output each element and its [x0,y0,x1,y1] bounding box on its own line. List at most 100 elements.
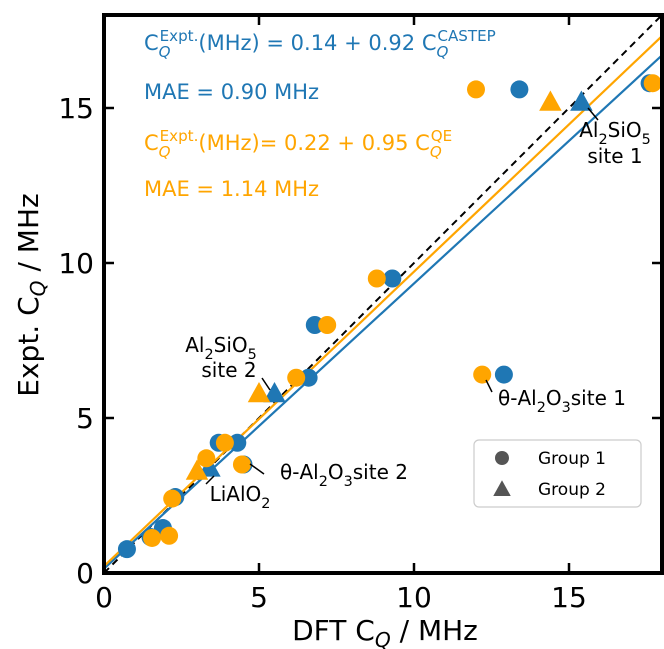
data-point [510,80,529,99]
data-point [143,528,162,547]
y-axis-title: Expt. CQ / MHz [12,193,50,396]
point-annotation: site 1 [587,144,642,168]
annotation-leader [587,107,599,121]
x-axis-title-part: / MHz [391,614,478,647]
fit-equation-part: 0.92 [368,31,415,55]
point-annotation-part: 3 [344,474,353,490]
fit-line [104,54,662,570]
fit-equation-part: + [331,131,362,155]
point-annotation: Al2SiO5 [579,118,651,148]
plot-frame [102,13,664,575]
point-annotation-part: Al [185,333,204,357]
data-point [215,433,234,452]
fit-equation-part: QE [431,127,452,145]
point-annotation-part: 5 [248,347,257,363]
point-annotation-part: site 2 [353,460,408,484]
point-annotation-part: 2 [598,132,607,148]
y-tick-label: 5 [76,402,94,435]
legend-label: Group 1 [538,449,606,469]
x-axis-title-part: Q [375,628,391,649]
point-annotation-part: 2 [204,347,213,363]
fit-equation-part: (MHz)= [198,131,284,155]
data-point [467,80,485,99]
legend-marker [493,480,511,496]
y-tick-label: 10 [58,247,94,280]
point-annotation: θ-Al2O3site 1 [498,386,626,416]
data-point [247,381,271,403]
point-annotation-part: 2 [537,400,546,416]
data-point [163,489,182,508]
legend-label: Group 2 [538,480,606,500]
point-annotation: Al2SiO5 [185,333,257,363]
annotation-leader [261,377,271,391]
fit-equation-part: C [408,131,429,155]
point-annotation-part: Al [579,118,598,142]
point-annotation: LiAlO2 [210,482,271,512]
point-annotation-part: site 1 [587,144,642,168]
legend-box [473,439,642,508]
fit-equation-part: C [144,31,159,55]
fit-equation-part: Q [159,143,171,161]
data-point [117,540,136,559]
data-point [160,526,179,545]
point-annotation-part: 5 [642,132,651,148]
point-annotation-part: site 2 [201,358,256,382]
y-axis-title-part: / MHz [12,193,45,280]
point-annotation: θ-Al2O3site 2 [280,460,408,490]
point-annotation-part: LiAlO [210,482,262,506]
x-tick-label: 5 [250,581,268,614]
data-point [197,449,216,468]
y-tick-label: 15 [58,92,94,125]
x-axis-title-part: DFT C [292,614,375,647]
fit-mae: MAE = 0.90 MHz [144,80,319,104]
x-axis-title: DFT CQ / MHz [292,614,478,649]
data-point [643,74,662,93]
fit-equation-part: C [415,31,436,55]
point-annotation-part: O [328,460,344,484]
fit-equation-part: 0.22 [284,131,331,155]
y-tick-label: 0 [76,557,94,590]
point-annotation-part: site 1 [571,386,626,410]
fit-mae: MAE = 1.14 MHz [144,177,319,201]
point-annotation-part: θ-Al [498,386,537,410]
data-point [185,459,209,480]
fit-equation-part: Expt. [160,127,199,145]
point-annotation-part: SiO [608,118,642,142]
fit-equation-part: 0.95 [362,131,409,155]
point-annotation-part: θ-Al [280,460,319,484]
data-point [228,433,247,452]
data-point [287,368,306,387]
point-annotation-part: 2 [319,474,328,490]
fit-equation-part: (MHz) = [198,31,290,55]
fit-equation-part: CASTEP [437,27,495,45]
data-point [305,316,324,334]
fit-equation: CQExpt.(MHz)= 0.22 + 0.95 CQQE [144,127,452,161]
fit-equation-part: Expt. [160,27,199,45]
data-point [263,381,286,403]
legend-marker [495,451,509,465]
y-axis-title-part: Expt. C [12,296,45,396]
data-point [232,455,251,474]
data-point [318,316,337,334]
data-point [539,90,562,111]
x-tick-label: 15 [551,581,587,614]
fit-equation-part: Q [436,43,448,61]
point-annotation-part: 2 [261,496,270,512]
annotation-leader [249,463,265,475]
point-annotation-part: O [546,386,562,410]
annotation-leader [205,475,215,485]
point-annotation-part: 3 [562,400,571,416]
annotation-leader [485,379,493,393]
x-tick-label: 10 [396,581,432,614]
data-point [383,269,402,288]
point-annotation-part: SiO [214,333,248,357]
fit-equation-part: 0.14 [291,31,338,55]
fit-equation-part: Q [430,143,442,161]
y-axis-title-part: Q [26,280,50,296]
fit-equation-part: C [144,131,159,155]
fit-equation-part: + [337,31,368,55]
data-point [299,368,318,387]
fit-equation-part: Q [159,43,171,61]
data-point [494,365,513,384]
